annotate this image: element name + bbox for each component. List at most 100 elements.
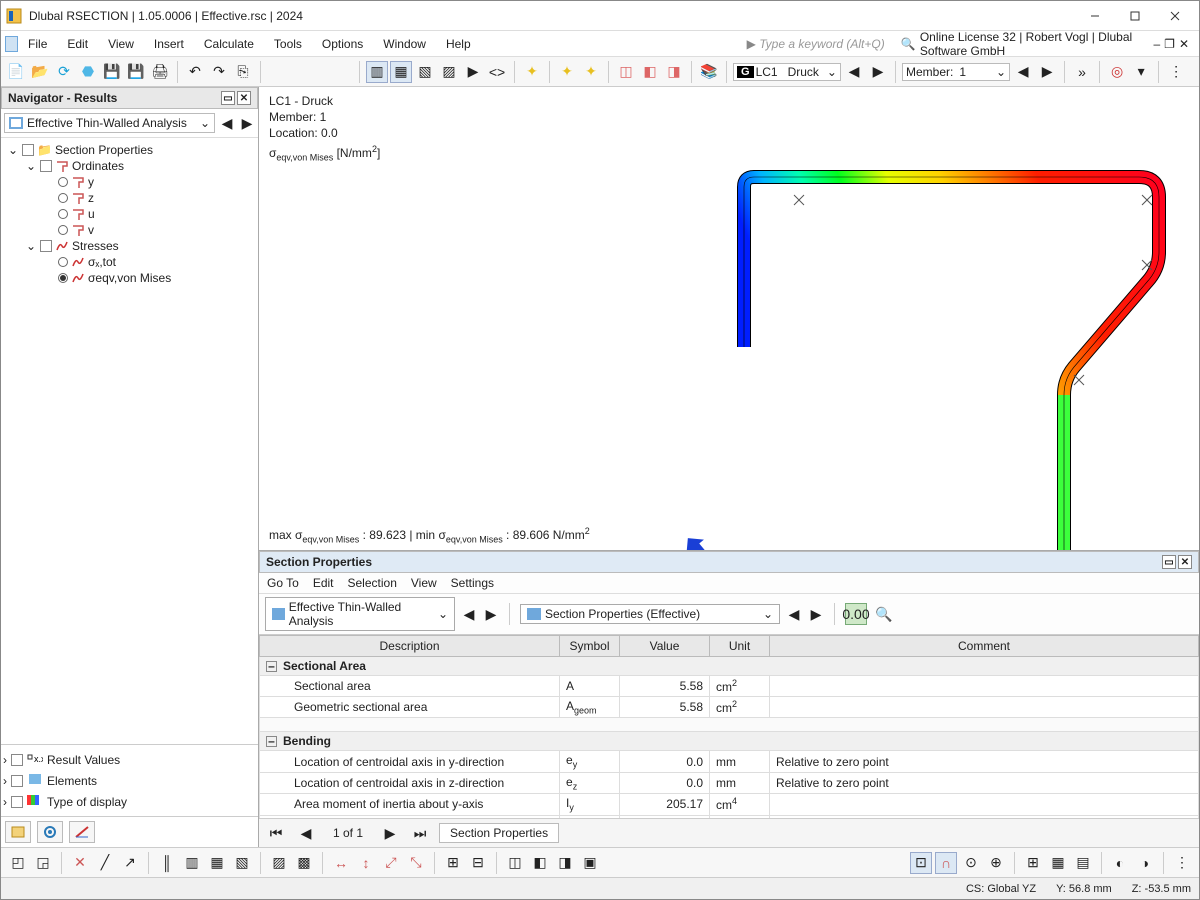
- bt-snap-3[interactable]: ⊙: [960, 852, 982, 874]
- col-description[interactable]: Description: [260, 636, 560, 657]
- tool-panel-2[interactable]: ▦: [390, 61, 412, 83]
- radio[interactable]: [58, 209, 68, 219]
- sec-menu-go-to[interactable]: Go To: [267, 576, 299, 590]
- collapse-icon[interactable]: ⌄: [7, 143, 19, 157]
- menu-insert[interactable]: Insert: [144, 34, 194, 54]
- tool-star-2[interactable]: ✦: [556, 61, 578, 83]
- bt-end-2[interactable]: ◑: [1134, 852, 1156, 874]
- bt-misc-4[interactable]: ▣: [579, 852, 601, 874]
- checkbox[interactable]: [40, 240, 52, 252]
- checkbox[interactable]: [22, 144, 34, 156]
- menu-options[interactable]: Options: [312, 34, 373, 54]
- bt-2[interactable]: ◲: [32, 852, 54, 874]
- collapse-icon[interactable]: ⌄: [25, 239, 37, 253]
- bt-snap-2[interactable]: ∩: [935, 852, 957, 874]
- bt-view-1[interactable]: ⊞: [1022, 852, 1044, 874]
- mdi-icon[interactable]: [5, 36, 18, 52]
- tool-menu[interactable]: ⋮: [1165, 61, 1187, 83]
- tree-ord-y[interactable]: y: [43, 174, 256, 190]
- tool-panel-1[interactable]: ▥: [366, 61, 388, 83]
- menu-calculate[interactable]: Calculate: [194, 34, 264, 54]
- tool-open[interactable]: 📂: [29, 61, 51, 83]
- bt-snap-1[interactable]: ⊡: [910, 852, 932, 874]
- nav-tab-1[interactable]: [5, 821, 31, 843]
- tool-star-1[interactable]: ✦: [521, 61, 543, 83]
- tree-root[interactable]: ⌄ 📁 Section Properties: [7, 142, 256, 158]
- tree-ord-v[interactable]: v: [43, 222, 256, 238]
- tool-dropdown[interactable]: ▾: [1130, 61, 1152, 83]
- sec-menu-edit[interactable]: Edit: [313, 576, 334, 590]
- bt-menu[interactable]: ⋮: [1171, 852, 1193, 874]
- checkbox[interactable]: [11, 754, 23, 766]
- radio[interactable]: [58, 273, 68, 283]
- bt-view-2[interactable]: ▦: [1047, 852, 1069, 874]
- bt-end-1[interactable]: ◐: [1109, 852, 1131, 874]
- nav-next[interactable]: ▶: [239, 112, 255, 134]
- tool-script[interactable]: <>: [486, 61, 508, 83]
- table-row[interactable]: Location of centroidal axis in z-directi…: [260, 772, 1199, 793]
- navigator-dropdown[interactable]: Effective Thin-Walled Analysis ⌄: [4, 113, 215, 133]
- panel-close-icon[interactable]: ✕: [237, 91, 251, 105]
- nav-prev[interactable]: ◀: [219, 112, 235, 134]
- checkbox[interactable]: [11, 796, 23, 808]
- sec-dd-table[interactable]: Section Properties (Effective) ⌄: [520, 604, 780, 624]
- tool-star-3[interactable]: ✦: [580, 61, 602, 83]
- tool-redo[interactable]: ↷: [208, 61, 230, 83]
- bt-view-3[interactable]: ▤: [1072, 852, 1094, 874]
- sec-tool-find[interactable]: 🔍: [873, 603, 895, 625]
- maximize-button[interactable]: [1115, 2, 1155, 30]
- panel-float-icon[interactable]: ▭: [1162, 555, 1176, 569]
- section-props-tab[interactable]: Section Properties: [439, 823, 559, 843]
- mdi-close-icon[interactable]: ✕: [1179, 37, 1189, 51]
- col-value[interactable]: Value: [620, 636, 710, 657]
- page-last[interactable]: ⏭: [409, 822, 431, 844]
- table-category[interactable]: –Bending: [260, 732, 1199, 751]
- page-prev[interactable]: ◀: [295, 822, 317, 844]
- checkbox[interactable]: [40, 160, 52, 172]
- lc-next[interactable]: ▶: [867, 61, 889, 83]
- minimize-button[interactable]: [1075, 2, 1115, 30]
- expand-icon[interactable]: ›: [3, 753, 7, 767]
- sec-menu-view[interactable]: View: [411, 576, 437, 590]
- tool-lib[interactable]: 📚: [698, 61, 720, 83]
- search-icon[interactable]: 🔍: [901, 37, 916, 51]
- bt-dim-2[interactable]: ↕: [355, 852, 377, 874]
- table-category[interactable]: –Sectional Area: [260, 657, 1199, 676]
- radio[interactable]: [58, 177, 68, 187]
- viewport[interactable]: LC1 - Druck Member: 1 Location: 0.0 σeqv…: [259, 87, 1199, 551]
- member-next[interactable]: ▶: [1036, 61, 1058, 83]
- sec-menu-settings[interactable]: Settings: [451, 576, 494, 590]
- tool-sel-1[interactable]: ◫: [615, 61, 637, 83]
- bt-dim-4[interactable]: ⤡: [405, 852, 427, 874]
- menu-help[interactable]: Help: [436, 34, 481, 54]
- lc-prev[interactable]: ◀: [843, 61, 865, 83]
- member-selector[interactable]: Member: 1 ⌄: [902, 63, 1010, 81]
- tool-more[interactable]: »: [1071, 61, 1093, 83]
- tree-stress-0[interactable]: σₓ,tot: [43, 254, 256, 270]
- menu-tools[interactable]: Tools: [264, 34, 312, 54]
- tool-sel-2[interactable]: ◧: [639, 61, 661, 83]
- table-row[interactable]: Sectional areaA5.58cm2: [260, 676, 1199, 697]
- page-next[interactable]: ▶: [379, 822, 401, 844]
- nav-bottom-1[interactable]: ›Elements: [3, 770, 256, 791]
- bt-misc-2[interactable]: ◧: [529, 852, 551, 874]
- bt-hatch-1[interactable]: ▨: [268, 852, 290, 874]
- nav-tab-2[interactable]: [37, 821, 63, 843]
- table-row[interactable]: Area moment of inertia about y-axisIy205…: [260, 794, 1199, 815]
- sec-menu-selection[interactable]: Selection: [348, 576, 397, 590]
- tool-sel-3[interactable]: ◨: [663, 61, 685, 83]
- bt-line-1[interactable]: ✕: [69, 852, 91, 874]
- mdi-restore-icon[interactable]: ❐: [1164, 37, 1175, 51]
- bt-sec-3[interactable]: ▦: [206, 852, 228, 874]
- tool-copy[interactable]: ⎘: [232, 61, 254, 83]
- tool-save[interactable]: 💾: [101, 61, 123, 83]
- menu-edit[interactable]: Edit: [57, 34, 98, 54]
- col-unit[interactable]: Unit: [710, 636, 770, 657]
- panel-float-icon[interactable]: ▭: [221, 91, 235, 105]
- col-comment[interactable]: Comment: [770, 636, 1199, 657]
- tool-panel-4[interactable]: ▨: [438, 61, 460, 83]
- sec-dd1-prev[interactable]: ◀: [461, 603, 477, 625]
- checkbox[interactable]: [11, 775, 23, 787]
- nav-tab-3[interactable]: [69, 821, 95, 843]
- radio[interactable]: [58, 193, 68, 203]
